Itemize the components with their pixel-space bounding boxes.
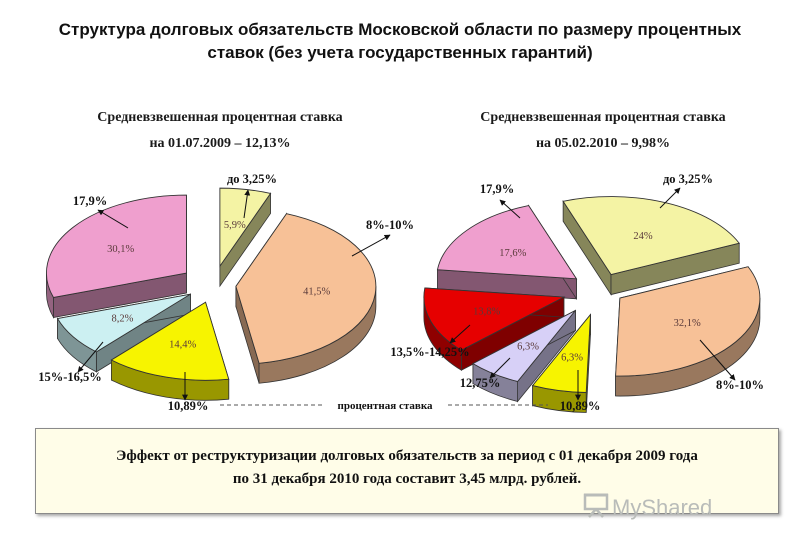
chart2-subtitle: Средневзвешенная процентная ставка на 05…: [438, 110, 768, 152]
pie-chart-2009: 5,9% 30,1% 41,5% 8,2% 14,4% до 3,25% 8%-10% 10,…: [38, 172, 414, 413]
leader-arrow: [499, 199, 521, 219]
axis-label: процентная ставка: [338, 400, 433, 412]
watermark: MyShared: [612, 495, 713, 520]
slice-value-10-89: 6,3%: [561, 352, 583, 363]
leader-arrow: [97, 209, 129, 229]
slice-17-9: 30,1%: [46, 194, 187, 319]
slice-8-10: 32,1%: [615, 266, 761, 397]
slice-label-8-10: 8%-10%: [716, 378, 764, 392]
slice-value-8-10: 41,5%: [303, 287, 330, 298]
slice-10-89: 6,3%: [531, 313, 592, 413]
slice-8-10: 41,5%: [235, 212, 377, 384]
chart2-subtitle-line-2: на 05.02.2010 – 9,98%: [535, 136, 671, 151]
slice-12-75: 6,3%: [472, 309, 576, 403]
slice-value-до-3-25: 5,9%: [224, 220, 246, 231]
slice-label-17-9: 17,9%: [73, 194, 107, 208]
slice-value-до-3-25: 24%: [633, 231, 653, 242]
presentation-icon: [583, 493, 609, 518]
slice-value-10-89: 14,4%: [169, 339, 196, 350]
leader-arrow: [489, 357, 511, 379]
slice-label-8-10: 8%-10%: [366, 218, 414, 232]
slice-value-17-9: 17,6%: [499, 248, 526, 259]
slice-value-13-5-14-25: 13,8%: [473, 306, 500, 317]
leader-arrow: [699, 339, 736, 381]
slice-label-17-9: 17,9%: [480, 182, 514, 196]
leader-arrow: [77, 341, 104, 373]
leader-arrow: [351, 234, 391, 257]
slice-value-15-16-5: 8,2%: [111, 314, 133, 325]
effect-line-1: Эффект от реструктуризации долговых обяз…: [116, 448, 698, 464]
slice-label-до-3-25: до 3,25%: [227, 172, 277, 186]
leader-arrow: [243, 189, 251, 219]
chart1-subtitle-line-2: на 01.07.2009 – 12,13%: [149, 136, 291, 151]
slice-label-10-89: 10,89%: [168, 399, 209, 413]
slide-title-line-2: ставок (без учета государственных гарант…: [207, 43, 593, 62]
slice-до-3-25: 5,9%: [219, 187, 272, 288]
effect-callout: Эффект от реструктуризации долговых обяз…: [35, 428, 779, 514]
slice-value-8-10: 32,1%: [674, 318, 701, 329]
chart2-subtitle-line-1: Средневзвешенная процентная ставка: [480, 110, 726, 125]
effect-line-2: по 31 декабря 2010 года составит 3,45 мл…: [232, 471, 582, 487]
slice-до-3-25: 24%: [562, 196, 741, 296]
chart1-subtitle-line-1: Средневзвешенная процентная ставка: [97, 110, 343, 125]
pie-chart-2010: 24% 17,6% 13,8% 32,1% 6,3% 6,3% до 3,25% 8%-10%…: [390, 172, 764, 413]
slice-label-15-16-5: 15%-16,5%: [38, 370, 102, 384]
slice-label-12-75: 12,75%: [460, 376, 501, 390]
slice-15-16-5: 8,2%: [56, 293, 191, 373]
leader-arrow: [449, 324, 471, 344]
slice-10-89: 14,4%: [110, 301, 230, 401]
rate-axis: процентная ставка: [220, 400, 548, 412]
slice-17-9: 17,6%: [436, 204, 578, 301]
chart1-subtitle: Средневзвешенная процентная ставка на 01…: [55, 110, 385, 152]
slice-value-12-75: 6,3%: [517, 341, 539, 352]
slice-value-17-9: 30,1%: [107, 244, 134, 255]
slice-label-10-89: 10,89%: [560, 399, 601, 413]
leader-arrow: [659, 187, 681, 209]
slice-label-13-5-14-25: 13,5%-14,25%: [390, 345, 469, 359]
slide-title: Структура долговых обязательств Московск…: [18, 18, 782, 64]
slice-label-до-3-25: до 3,25%: [663, 172, 713, 186]
effect-text: Эффект от реструктуризации долговых обяз…: [36, 445, 778, 491]
slide-title-line-1: Структура долговых обязательств Московск…: [58, 20, 742, 39]
